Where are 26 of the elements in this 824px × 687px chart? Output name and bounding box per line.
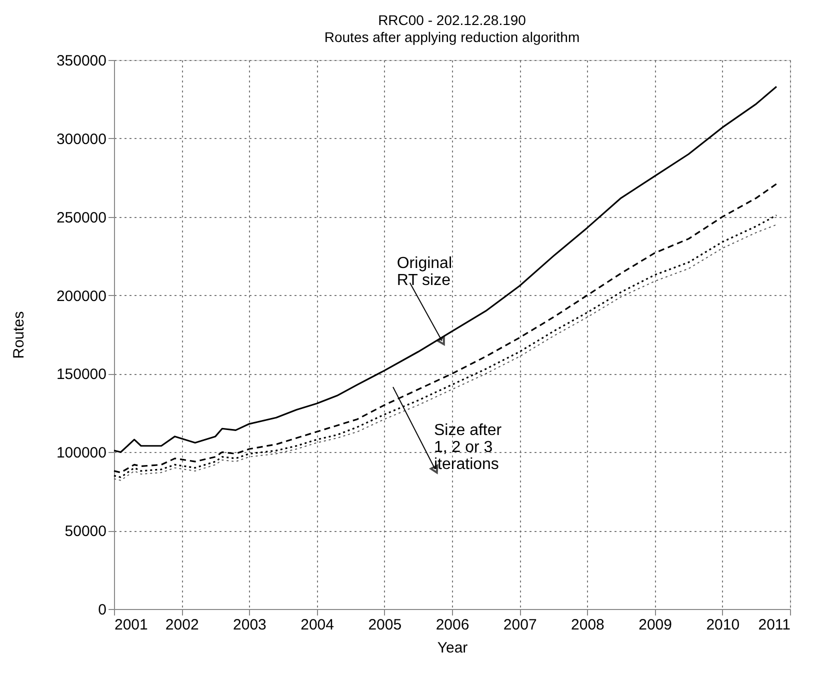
y-tick-label: 50000 [64,523,106,540]
y-tick-label: 100000 [56,444,106,462]
x-axis-title: Year [437,640,468,656]
line-series [113,86,778,453]
y-axis-title: Routes [10,311,28,359]
x-tick-label: 2009 [638,616,672,634]
y-tick-label: 150000 [56,366,106,384]
x-tick-label: 2011 [758,616,790,634]
annotation: Size after 1, 2 or 3 iterations [434,422,502,473]
chart-subtitle: Routes after applying reduction algorithm [324,29,580,45]
y-tick-label: 350000 [56,52,106,70]
x-tick-label: 2010 [706,616,740,634]
y-tick-label: 300000 [56,130,106,148]
x-tick-label: 2008 [571,616,604,634]
y-tick-label: 0 [98,602,106,618]
x-tick-label: 2007 [503,616,537,634]
y-tick-label: 250000 [56,209,106,226]
x-tick-label: 2001 [114,616,148,634]
x-tick-label: 2005 [368,616,402,634]
chart-title: RRC00 - 202.12.28.190 [378,12,526,28]
annotation: Original RT size [396,254,452,289]
x-tick-label: 2003 [233,616,266,634]
x-tick-label: 2002 [165,616,199,634]
y-tick-label: 200000 [56,288,106,305]
x-tick-label: 2006 [436,616,470,634]
x-tick-label: 2004 [300,616,334,634]
